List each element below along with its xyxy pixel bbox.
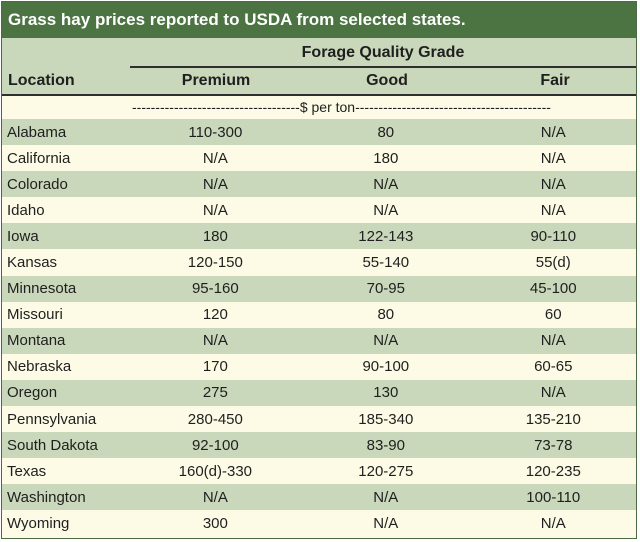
fair-price-cell: N/A: [540, 123, 566, 141]
good-price-cell: 120-275: [358, 462, 414, 480]
table-row: Minnesota 95-160 70-95 45-100: [2, 275, 636, 302]
premium-price-cell: 95-160: [191, 280, 239, 298]
location-cell: Idaho: [7, 201, 45, 219]
fair-price-cell: 73-78: [534, 436, 573, 454]
table-title: Grass hay prices reported to USDA from s…: [2, 2, 636, 38]
fair-price-cell: N/A: [540, 384, 566, 402]
location-cell: Texas: [7, 462, 47, 480]
location-cell: California: [7, 149, 71, 167]
location-cell: Washington: [7, 488, 86, 506]
table-row: Idaho N/A N/A N/A: [2, 197, 636, 224]
location-cell: Minnesota: [7, 280, 77, 298]
column-header-premium: Premium: [181, 72, 251, 89]
good-price-cell: 80: [377, 306, 395, 324]
forage-quality-grade-label: Forage Quality Grade: [301, 44, 465, 61]
premium-price-cell: 170: [202, 358, 228, 376]
premium-price-cell: N/A: [202, 149, 228, 167]
table-row: Iowa 180 122-143 90-110: [2, 223, 636, 250]
table-row: California N/A 180 N/A: [2, 145, 636, 172]
premium-price-cell: 280-450: [187, 410, 243, 428]
fair-price-cell: 90-110: [530, 227, 577, 245]
good-price-cell: N/A: [373, 332, 399, 350]
fair-price-cell: 60-65: [534, 358, 573, 376]
fair-price-cell: N/A: [540, 201, 566, 219]
fair-price-cell: 120-235: [525, 462, 581, 480]
header-bottom-divider: [2, 94, 636, 96]
premium-price-cell: 110-300: [188, 123, 243, 141]
fair-price-cell: N/A: [540, 149, 566, 167]
table-row: Wyoming 300 N/A N/A: [2, 510, 636, 537]
premium-price-cell: N/A: [202, 332, 228, 350]
premium-price-cell: 275: [202, 384, 228, 402]
good-price-cell: 180: [373, 149, 399, 167]
fair-price-cell: N/A: [540, 332, 566, 350]
table-row: Colorado N/A N/A N/A: [2, 171, 636, 198]
good-price-cell: 90-100: [362, 358, 410, 376]
column-header-good: Good: [366, 72, 408, 89]
table-row: Missouri 120 80 60: [2, 301, 636, 328]
table-row: Texas 160(d)-330 120-275 120-235: [2, 458, 636, 485]
fair-price-cell: N/A: [540, 514, 566, 532]
table-row: Washington N/A N/A 100-110: [2, 484, 636, 511]
premium-price-cell: N/A: [202, 488, 228, 506]
fair-price-cell: 135-210: [525, 410, 581, 428]
table-row: Kansas 120-150 55-140 55(d): [2, 249, 636, 276]
table-body: Alabama 110-300 80 N/A California N/A 180 N/A Co…: [2, 119, 636, 537]
location-cell: Kansas: [7, 254, 58, 272]
table-row: Montana N/A N/A N/A: [2, 327, 636, 354]
good-price-cell: 122-143: [358, 227, 414, 245]
premium-price-cell: 180: [202, 227, 228, 245]
location-cell: Oregon: [7, 384, 58, 402]
column-header-fair: Fair: [540, 72, 570, 89]
good-price-cell: N/A: [373, 488, 399, 506]
premium-price-cell: 160(d)-330: [178, 462, 253, 480]
fair-price-cell: 55(d): [535, 254, 571, 272]
good-price-cell: 185-340: [358, 410, 414, 428]
location-cell: Alabama: [7, 123, 67, 141]
table-row: South Dakota 92-100 83-90 73-78: [2, 432, 636, 459]
location-cell: Wyoming: [7, 514, 70, 532]
table-row: Oregon 275 130 N/A: [2, 379, 636, 407]
fair-price-cell: 60: [544, 306, 562, 324]
fair-price-cell: N/A: [540, 175, 566, 193]
good-price-cell: N/A: [373, 201, 399, 219]
location-cell: Montana: [7, 332, 66, 350]
good-price-cell: 70-95: [366, 280, 405, 298]
location-cell: South Dakota: [7, 436, 98, 454]
good-price-cell: 80: [377, 123, 395, 141]
header-divider: [130, 66, 636, 68]
table-row: Alabama 110-300 80 N/A: [2, 119, 636, 146]
fair-price-cell: 45-100: [529, 280, 577, 298]
location-cell: Pennsylvania: [7, 410, 97, 428]
column-header-location: Location: [8, 72, 75, 89]
premium-price-cell: 120: [202, 306, 228, 324]
table-row: Pennsylvania 280-450 185-340 135-210: [2, 406, 636, 433]
good-price-cell: 130: [373, 384, 399, 402]
good-price-cell: N/A: [373, 514, 399, 532]
premium-price-cell: N/A: [202, 201, 228, 219]
unit-label: ------------------------------------$ pe…: [2, 96, 636, 119]
premium-price-cell: 300: [202, 514, 228, 532]
fair-price-cell: 100-110: [526, 488, 581, 506]
location-cell: Iowa: [7, 227, 39, 245]
table-header: Forage Quality Grade Location Premium Go…: [2, 38, 636, 94]
premium-price-cell: N/A: [202, 175, 228, 193]
good-price-cell: 83-90: [366, 436, 405, 454]
premium-price-cell: 92-100: [191, 436, 239, 454]
location-cell: Nebraska: [7, 358, 72, 376]
table-row: Nebraska 170 90-100 60-65: [2, 353, 636, 380]
location-cell: Missouri: [7, 306, 63, 324]
good-price-cell: 55-140: [362, 254, 410, 272]
location-cell: Colorado: [7, 175, 68, 193]
good-price-cell: N/A: [373, 175, 399, 193]
premium-price-cell: 120-150: [187, 254, 243, 272]
